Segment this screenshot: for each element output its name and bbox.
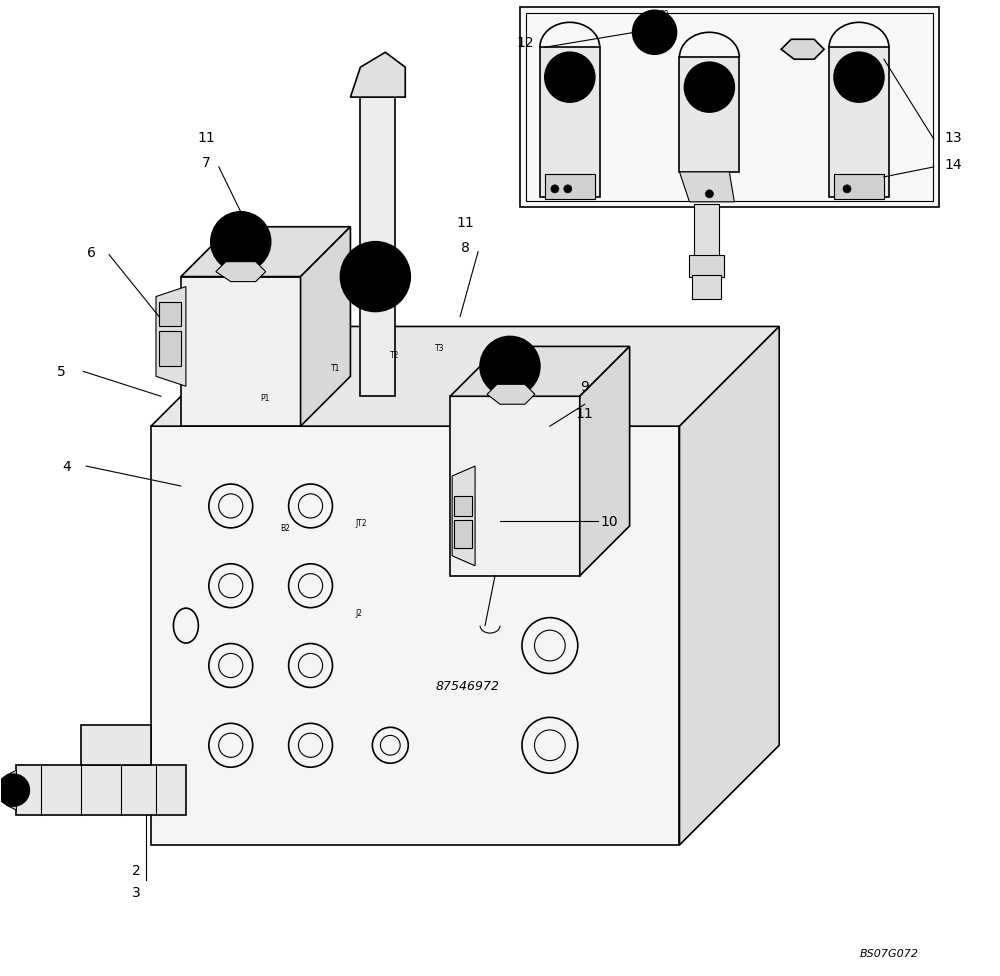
Bar xyxy=(834,174,884,199)
Polygon shape xyxy=(156,287,186,386)
Circle shape xyxy=(551,184,559,193)
Circle shape xyxy=(633,11,676,55)
Circle shape xyxy=(684,62,734,112)
Text: 11: 11 xyxy=(576,407,594,422)
Text: 13: 13 xyxy=(945,131,963,145)
Text: 4: 4 xyxy=(62,460,71,474)
Polygon shape xyxy=(487,385,535,404)
Polygon shape xyxy=(679,172,734,202)
Bar xyxy=(454,496,472,516)
Circle shape xyxy=(658,29,666,37)
Text: 87546972: 87546972 xyxy=(435,680,499,693)
Text: J2: J2 xyxy=(355,609,362,618)
Text: 2: 2 xyxy=(132,864,140,877)
Text: 3: 3 xyxy=(132,886,140,900)
Polygon shape xyxy=(151,326,779,427)
Polygon shape xyxy=(360,98,395,396)
Text: P1: P1 xyxy=(261,394,270,403)
Circle shape xyxy=(340,242,410,311)
Text: 11: 11 xyxy=(456,216,474,229)
Polygon shape xyxy=(679,326,779,845)
Polygon shape xyxy=(694,204,719,257)
Circle shape xyxy=(211,212,271,271)
Polygon shape xyxy=(580,346,630,576)
Circle shape xyxy=(705,190,713,198)
Polygon shape xyxy=(452,467,475,566)
Text: 5: 5 xyxy=(57,365,66,380)
Bar xyxy=(689,255,724,276)
Circle shape xyxy=(834,53,884,102)
Text: 8: 8 xyxy=(461,241,470,255)
Text: B2: B2 xyxy=(281,524,291,533)
Polygon shape xyxy=(151,427,679,845)
Bar xyxy=(526,14,933,201)
Polygon shape xyxy=(350,53,405,98)
Circle shape xyxy=(545,53,595,102)
Text: JT2: JT2 xyxy=(355,519,367,528)
Text: 14: 14 xyxy=(945,158,963,172)
Polygon shape xyxy=(16,765,186,815)
Circle shape xyxy=(480,337,540,396)
Polygon shape xyxy=(301,226,350,427)
Polygon shape xyxy=(181,226,350,276)
Text: 12: 12 xyxy=(516,36,534,50)
Polygon shape xyxy=(540,47,600,197)
Polygon shape xyxy=(679,58,739,172)
Bar xyxy=(692,274,721,299)
Text: 7: 7 xyxy=(201,156,210,170)
Polygon shape xyxy=(781,39,824,60)
Text: P8: P8 xyxy=(660,11,669,20)
Polygon shape xyxy=(829,47,889,197)
Polygon shape xyxy=(6,770,16,810)
Circle shape xyxy=(0,774,29,806)
Text: BS07G072: BS07G072 xyxy=(860,949,919,958)
Bar xyxy=(159,302,181,326)
Polygon shape xyxy=(450,396,580,576)
Bar xyxy=(545,174,595,199)
Text: T1: T1 xyxy=(330,364,340,374)
Text: T2: T2 xyxy=(390,351,400,360)
Polygon shape xyxy=(181,276,301,427)
Text: P2: P2 xyxy=(520,354,529,363)
Polygon shape xyxy=(81,725,151,765)
Text: 9: 9 xyxy=(580,381,589,394)
Text: 11: 11 xyxy=(197,131,215,145)
Polygon shape xyxy=(450,346,630,396)
Circle shape xyxy=(564,184,572,193)
Bar xyxy=(454,520,472,548)
Circle shape xyxy=(843,184,851,193)
Text: 10: 10 xyxy=(601,515,618,529)
Circle shape xyxy=(644,29,652,37)
Bar xyxy=(520,8,939,207)
Text: 6: 6 xyxy=(87,246,96,260)
Text: T3: T3 xyxy=(435,345,445,353)
Bar xyxy=(159,332,181,366)
Polygon shape xyxy=(216,262,266,282)
